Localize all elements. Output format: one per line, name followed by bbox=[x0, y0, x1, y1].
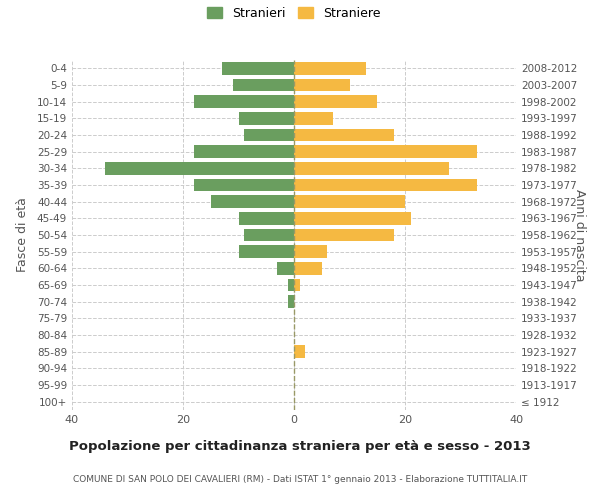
Text: Popolazione per cittadinanza straniera per età e sesso - 2013: Popolazione per cittadinanza straniera p… bbox=[69, 440, 531, 453]
Bar bbox=[294, 246, 328, 258]
Bar bbox=[239, 212, 294, 224]
Bar bbox=[244, 129, 294, 141]
Bar bbox=[294, 129, 394, 141]
Bar bbox=[289, 296, 294, 308]
Bar bbox=[294, 62, 366, 74]
Legend: Stranieri, Straniere: Stranieri, Straniere bbox=[203, 4, 385, 24]
Bar bbox=[294, 262, 322, 274]
Text: COMUNE DI SAN POLO DEI CAVALIERI (RM) - Dati ISTAT 1° gennaio 2013 - Elaborazion: COMUNE DI SAN POLO DEI CAVALIERI (RM) - … bbox=[73, 475, 527, 484]
Bar bbox=[294, 179, 477, 192]
Bar bbox=[294, 229, 394, 241]
Bar bbox=[294, 79, 350, 92]
Bar bbox=[239, 246, 294, 258]
Bar bbox=[222, 62, 294, 74]
Bar bbox=[294, 146, 477, 158]
Bar bbox=[233, 79, 294, 92]
Bar bbox=[289, 279, 294, 291]
Bar bbox=[294, 212, 410, 224]
Bar bbox=[106, 162, 294, 174]
Bar bbox=[294, 346, 305, 358]
Bar bbox=[294, 162, 449, 174]
Bar bbox=[244, 229, 294, 241]
Y-axis label: Fasce di età: Fasce di età bbox=[16, 198, 29, 272]
Bar bbox=[294, 279, 299, 291]
Bar bbox=[211, 196, 294, 208]
Bar bbox=[277, 262, 294, 274]
Y-axis label: Anni di nascita: Anni di nascita bbox=[573, 188, 586, 281]
Bar bbox=[294, 112, 333, 124]
Bar bbox=[239, 112, 294, 124]
Bar bbox=[194, 146, 294, 158]
Bar bbox=[194, 96, 294, 108]
Bar bbox=[194, 179, 294, 192]
Bar bbox=[294, 196, 405, 208]
Bar bbox=[294, 96, 377, 108]
